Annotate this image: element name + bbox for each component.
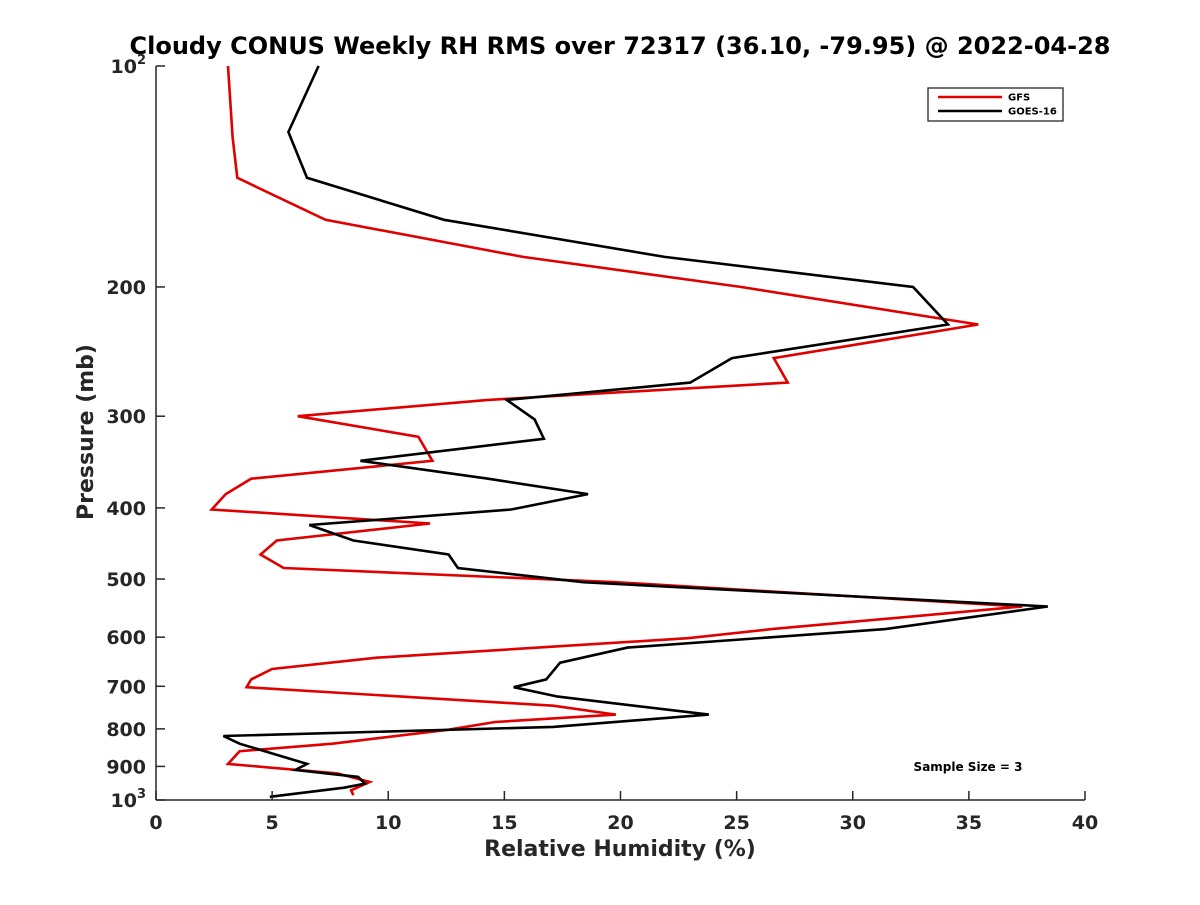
legend-box	[927, 87, 1064, 122]
plot-background	[156, 66, 1085, 800]
y-tick-label: 700	[106, 676, 146, 698]
y-tick-label: 102	[111, 53, 147, 78]
x-tick-label: 20	[607, 812, 633, 834]
y-tick-label: 600	[106, 627, 146, 649]
series-lines	[208, 65, 1048, 799]
x-tick-label: 5	[266, 812, 279, 834]
y-tick-label: 300	[106, 406, 146, 428]
series-line-gfs	[208, 65, 1023, 796]
y-tick-label: 500	[106, 569, 146, 591]
chart-title: Cloudy CONUS Weekly RH RMS over 72317 (3…	[130, 32, 1111, 60]
x-axis-ticks: 0 5 10 15 20 25 30 35 40	[149, 791, 1098, 834]
y-axis-label: Pressure (mb)	[74, 344, 99, 520]
x-tick-label: 15	[491, 812, 517, 834]
x-tick-label: 30	[840, 812, 866, 834]
x-tick-label: 35	[956, 812, 982, 834]
series-line-goes-16	[222, 65, 1048, 799]
x-tick-label: 10	[375, 812, 401, 834]
y-axis-ticks: 102 200 300 400 500 600 700 800 900 103	[106, 53, 165, 812]
y-tick-label: 900	[106, 756, 146, 778]
x-tick-label: 40	[1072, 812, 1098, 834]
x-axis-label: Relative Humidity (%)	[484, 837, 756, 862]
legend-label-goes-16: GOES-16	[1008, 107, 1057, 118]
x-tick-label: 25	[723, 812, 749, 834]
y-tick-label: 400	[106, 498, 146, 520]
sample-size-annotation: Sample Size = 3	[914, 760, 1023, 774]
x-tick-label: 0	[149, 812, 162, 834]
legend: GFS GOES-16	[927, 87, 1064, 122]
y-tick-label: 200	[106, 277, 146, 299]
y-tick-label: 800	[106, 719, 146, 741]
legend-label-gfs: GFS	[1008, 93, 1030, 104]
y-tick-label: 103	[111, 787, 147, 812]
plot-area: 0 5 10 15 20 25 30 35 40 102 200 300 400 500 600 700 80…	[106, 53, 1098, 834]
